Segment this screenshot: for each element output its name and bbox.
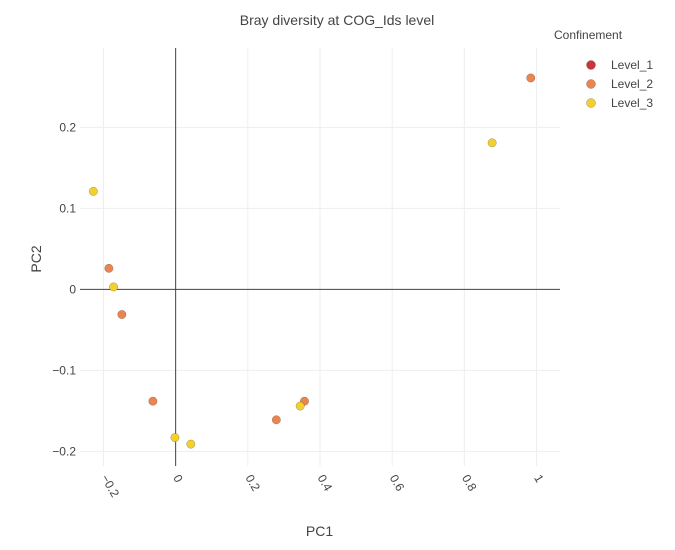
- point-level-3-2[interactable]: [170, 433, 180, 443]
- legend-label-level-1: Level_1: [611, 58, 653, 72]
- data-points: [88, 73, 536, 449]
- legend-item-level-3[interactable]: Level_3: [586, 96, 654, 110]
- y-tick-label-1: −0.1: [52, 363, 76, 377]
- legend-marker-level-1: [586, 60, 596, 70]
- legend-marker-level-2: [586, 79, 596, 89]
- point-level-3-3[interactable]: [186, 439, 196, 449]
- x-tick-label-2: 0.2: [242, 472, 263, 494]
- point-level-3-4[interactable]: [295, 401, 305, 411]
- zero-lines: [80, 48, 560, 466]
- point-level-2-3[interactable]: [271, 415, 281, 425]
- chart-title: Bray diversity at COG_Ids level: [240, 12, 435, 28]
- y-tick-label-0: −0.2: [52, 444, 76, 458]
- legend-item-level-2[interactable]: Level_2: [586, 77, 654, 91]
- y-tick-label-3: 0.1: [59, 201, 76, 215]
- point-level-2-2[interactable]: [148, 396, 158, 406]
- x-tick-label-6: 1: [531, 472, 547, 485]
- legend-label-level-3: Level_3: [611, 96, 653, 110]
- legend-marker-level-3: [586, 98, 596, 108]
- legend-item-level-1[interactable]: Level_1: [586, 58, 654, 72]
- x-tick-label-5: 0.8: [459, 472, 480, 494]
- y-tick-label-4: 0.2: [59, 120, 76, 134]
- y-axis-ticks: −0.2 −0.1 0 0.1 0.2: [52, 120, 76, 458]
- legend-title: Confinement: [554, 28, 623, 42]
- x-tick-label-1: 0: [170, 472, 186, 485]
- x-tick-label-4: 0.6: [387, 472, 408, 494]
- x-axis-title: PC1: [306, 523, 333, 539]
- y-axis-title: PC2: [28, 245, 44, 272]
- point-level-3-0[interactable]: [88, 186, 98, 196]
- legend-items: Level_1 Level_2 Level_3: [586, 58, 654, 110]
- legend-label-level-2: Level_2: [611, 77, 653, 91]
- x-tick-label-0: −0.2: [98, 472, 122, 500]
- point-level-3-5[interactable]: [487, 138, 497, 148]
- x-axis-ticks: −0.2 0 0.2 0.4 0.6 0.8 1: [98, 472, 547, 500]
- point-level-2-1[interactable]: [117, 310, 127, 319]
- point-level-3-1[interactable]: [109, 282, 119, 292]
- point-level-2-0[interactable]: [104, 263, 114, 273]
- point-level-2-5[interactable]: [526, 73, 536, 83]
- legend: Confinement Level_1 Level_2 Level_3: [554, 28, 653, 110]
- y-tick-label-2: 0: [69, 282, 76, 296]
- x-tick-label-3: 0.4: [315, 472, 336, 494]
